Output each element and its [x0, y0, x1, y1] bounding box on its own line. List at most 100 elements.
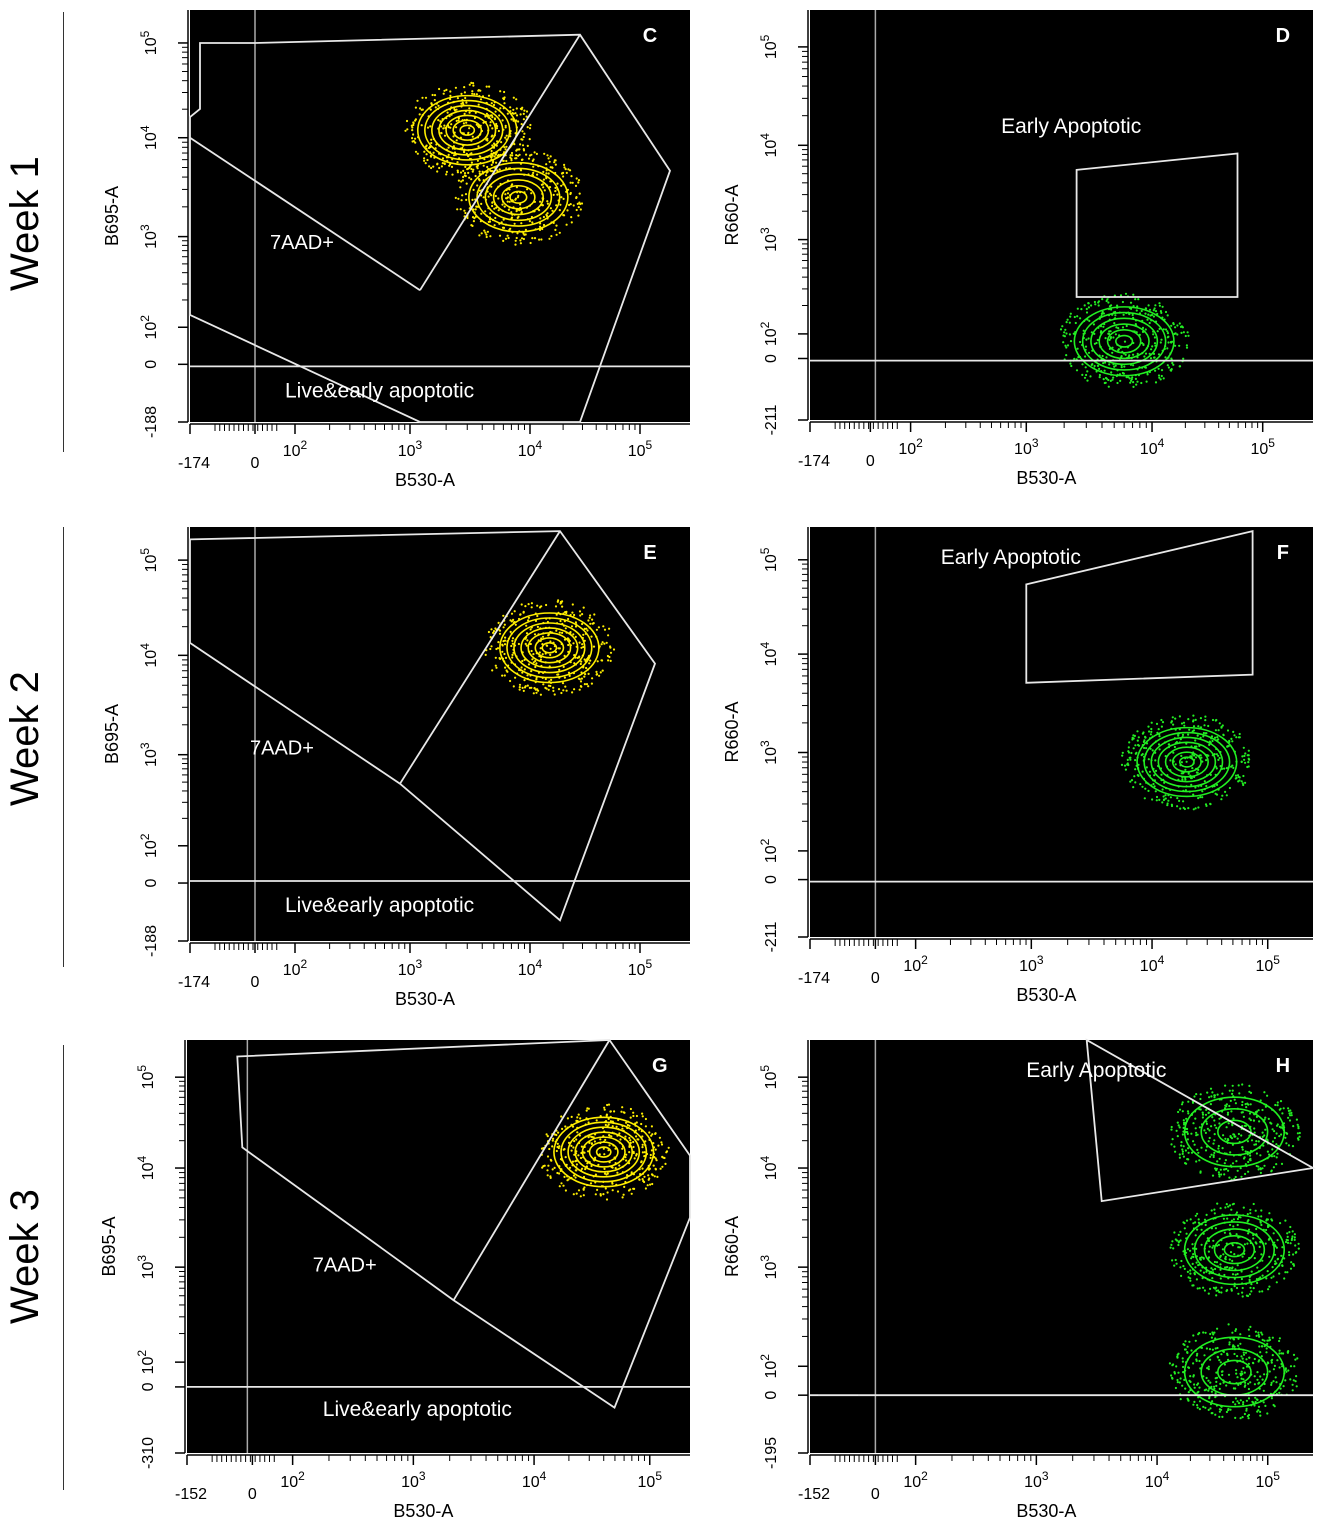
event-dot	[1134, 744, 1137, 747]
event-dot	[490, 163, 493, 166]
event-dot	[1177, 1124, 1180, 1127]
event-dot	[1133, 775, 1136, 778]
y-tick-label: 105	[758, 34, 780, 59]
event-dot	[1244, 781, 1247, 784]
event-dot	[1228, 1104, 1231, 1108]
event-dot	[1166, 314, 1169, 317]
event-dot	[1190, 1132, 1193, 1135]
event-dot	[1271, 1140, 1275, 1143]
contour-level	[567, 1126, 641, 1178]
event-dot	[556, 600, 559, 603]
event-dot	[542, 215, 546, 219]
event-dot	[539, 200, 542, 203]
event-dot	[601, 669, 604, 672]
event-dot	[654, 1168, 658, 1171]
event-dot	[611, 1182, 614, 1185]
event-dot	[1207, 724, 1210, 728]
event-dot	[1183, 1121, 1186, 1124]
event-dot	[496, 125, 499, 128]
event-dot	[1196, 734, 1199, 737]
event-dot	[526, 639, 529, 642]
event-dot	[503, 205, 506, 208]
x-tick-label: 104	[1140, 436, 1165, 458]
event-dot	[1150, 730, 1153, 734]
event-dot	[1202, 1271, 1206, 1274]
event-dot	[1200, 1228, 1203, 1231]
event-dot	[609, 1110, 612, 1113]
event-dot	[1206, 1091, 1209, 1094]
event-dot	[1286, 1241, 1290, 1244]
event-dot	[1194, 739, 1197, 742]
event-dot	[1065, 332, 1068, 335]
event-dot	[1271, 1128, 1274, 1131]
contour-level	[424, 99, 511, 161]
event-dot	[1232, 1387, 1235, 1390]
event-dot	[1248, 1112, 1252, 1115]
event-dot	[1271, 1148, 1274, 1151]
event-dot	[647, 1174, 650, 1177]
event-dot	[1157, 374, 1161, 377]
event-dot	[570, 216, 573, 219]
event-dot	[537, 689, 540, 692]
event-dot	[572, 642, 575, 645]
event-dot	[659, 1167, 662, 1170]
event-dot	[1227, 1122, 1230, 1125]
x-tick-label: 102	[283, 438, 308, 460]
event-dot	[528, 686, 532, 690]
event-dot	[1196, 1404, 1199, 1407]
event-dot	[624, 1135, 627, 1138]
event-dot	[525, 153, 528, 156]
event-dot	[1183, 1222, 1186, 1225]
event-dot	[490, 149, 493, 153]
event-dot	[487, 94, 491, 97]
event-dot	[1207, 1379, 1210, 1382]
event-dot	[1257, 1140, 1260, 1143]
event-dot	[1241, 782, 1244, 785]
event-dot	[414, 141, 417, 144]
event-dot	[1291, 1383, 1294, 1386]
x-axis-title: B530-A	[393, 1501, 453, 1521]
event-dot	[1259, 1171, 1262, 1174]
event-dot	[605, 1114, 608, 1117]
event-dot	[1227, 1205, 1230, 1208]
event-dot	[650, 1125, 654, 1128]
event-dot	[486, 230, 489, 233]
event-dot	[608, 1144, 611, 1147]
event-dot	[1253, 1383, 1256, 1386]
event-dot	[1214, 1396, 1217, 1399]
event-dot	[1265, 1218, 1268, 1221]
event-dot	[1218, 1408, 1221, 1411]
event-dot	[1136, 730, 1139, 733]
event-dot	[555, 1133, 558, 1137]
event-dot	[649, 1153, 652, 1157]
contour-level	[1098, 323, 1150, 360]
event-dot	[1244, 1103, 1247, 1106]
event-dot	[554, 186, 557, 189]
panel-letter: H	[1276, 1055, 1290, 1077]
event-dot	[1258, 1359, 1261, 1362]
event-dot	[559, 602, 562, 605]
event-dot	[490, 102, 493, 105]
event-dot	[551, 1139, 554, 1142]
event-dot	[1214, 729, 1217, 732]
event-dot	[1143, 355, 1146, 358]
event-dot	[445, 170, 448, 173]
event-dot	[1134, 298, 1137, 301]
event-dot	[1227, 1373, 1231, 1376]
event-dot	[1129, 381, 1132, 384]
event-dot	[572, 204, 575, 207]
event-dot	[1184, 1340, 1187, 1343]
event-dot	[478, 155, 481, 158]
event-dot	[426, 158, 429, 162]
y-axis-title: B695-A	[102, 704, 122, 764]
event-dot	[625, 1121, 628, 1124]
event-dot	[1241, 1286, 1244, 1290]
event-dot	[465, 182, 468, 185]
x-tick-label: -174	[178, 455, 210, 472]
event-dot	[579, 1195, 582, 1198]
event-dot	[613, 1110, 616, 1113]
event-dot	[553, 1166, 556, 1169]
event-dot	[1288, 1231, 1291, 1234]
contour-level	[501, 184, 536, 210]
